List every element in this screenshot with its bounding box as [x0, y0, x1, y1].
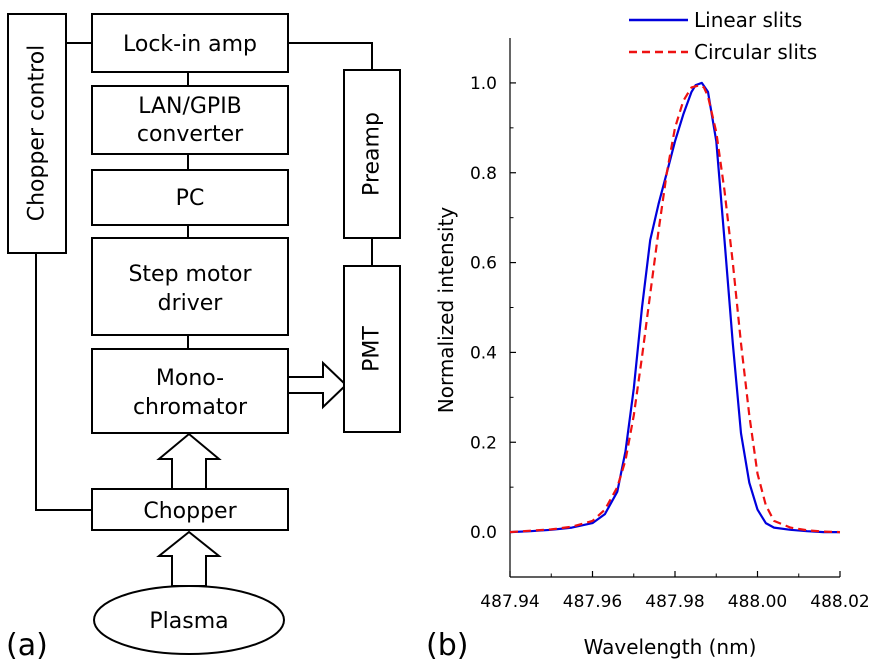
- arrow-chopper-to-mono: [156, 432, 222, 490]
- x-axis-title: Wavelength (nm): [584, 635, 757, 659]
- arrow-plasma-to-chopper: [156, 530, 222, 587]
- preamp-label: Preamp: [360, 112, 385, 196]
- step-motor-label-line2: driver: [158, 291, 224, 316]
- x-tick-label: 488.00: [728, 592, 787, 612]
- preamp-block: Preamp: [343, 69, 401, 239]
- lan-gpib-label-line1: LAN/GPIB: [138, 94, 242, 119]
- y-tick-label: 0.2: [470, 433, 497, 453]
- x-axis: 487.94 487.96 487.98 488.00 488.02: [480, 571, 870, 612]
- panel-a-label: (a): [6, 628, 48, 663]
- y-tick-label: 0.6: [470, 254, 497, 274]
- x-tick-label: 487.98: [645, 592, 704, 612]
- legend: Linear slits Circular slits: [629, 8, 817, 64]
- monochromator-block: Mono- chromator: [91, 348, 289, 434]
- pmt-label: PMT: [360, 326, 385, 372]
- series-layer: [509, 81, 841, 534]
- series-line-linear-slits: [509, 81, 840, 534]
- lan-gpib-label-line2: converter: [137, 122, 244, 147]
- series-line-circular-slits: [509, 84, 841, 534]
- line-chart: 0.0 0.2 0.4 0.6 0.8 1.0 487.94 487.96 487.98 488…: [426, 8, 870, 663]
- chopper-control-label: Chopper control: [25, 45, 50, 222]
- lockin-amp-block: Lock-in amp: [91, 13, 289, 73]
- plasma-label: Plasma: [149, 609, 228, 634]
- chopper-block: Chopper: [91, 488, 289, 531]
- wire-control-chopper: [35, 253, 92, 511]
- chopper-control-block: Chopper control: [7, 13, 67, 254]
- chopper-label: Chopper: [143, 499, 237, 524]
- legend-label-linear-slits: Linear slits: [694, 8, 802, 32]
- y-tick-label: 0.8: [470, 164, 497, 184]
- pc-label: PC: [176, 186, 205, 211]
- block-diagram: Chopper control Lock-in amp LAN/GPIB con…: [6, 13, 401, 663]
- step-motor-label-line1: Step motor: [128, 262, 252, 287]
- pmt-block: PMT: [343, 265, 401, 433]
- y-tick-label: 0.4: [470, 343, 497, 363]
- x-tick-label: 487.96: [563, 592, 622, 612]
- pc-block: PC: [91, 169, 289, 226]
- arrow-mono-to-pmt: [286, 360, 348, 410]
- legend-label-circular-slits: Circular slits: [694, 40, 817, 64]
- y-axis: 0.0 0.2 0.4 0.6 0.8 1.0: [470, 38, 516, 577]
- wire-lockin-preamp: [288, 42, 373, 70]
- panel-b-label: (b): [426, 628, 468, 663]
- plasma-ellipse: Plasma: [93, 585, 285, 655]
- x-tick-label: 488.02: [810, 592, 869, 612]
- x-tick-label: 487.94: [480, 592, 539, 612]
- y-tick-label: 0.0: [470, 523, 497, 543]
- y-tick-label: 1.0: [470, 74, 497, 94]
- lockin-amp-label: Lock-in amp: [123, 32, 257, 57]
- monochromator-label-line1: Mono-: [156, 366, 224, 391]
- lan-gpib-converter-block: LAN/GPIB converter: [91, 85, 289, 155]
- monochromator-label-line2: chromator: [133, 395, 248, 420]
- step-motor-driver-block: Step motor driver: [91, 237, 289, 336]
- y-axis-title: Normalized intensity: [434, 207, 458, 414]
